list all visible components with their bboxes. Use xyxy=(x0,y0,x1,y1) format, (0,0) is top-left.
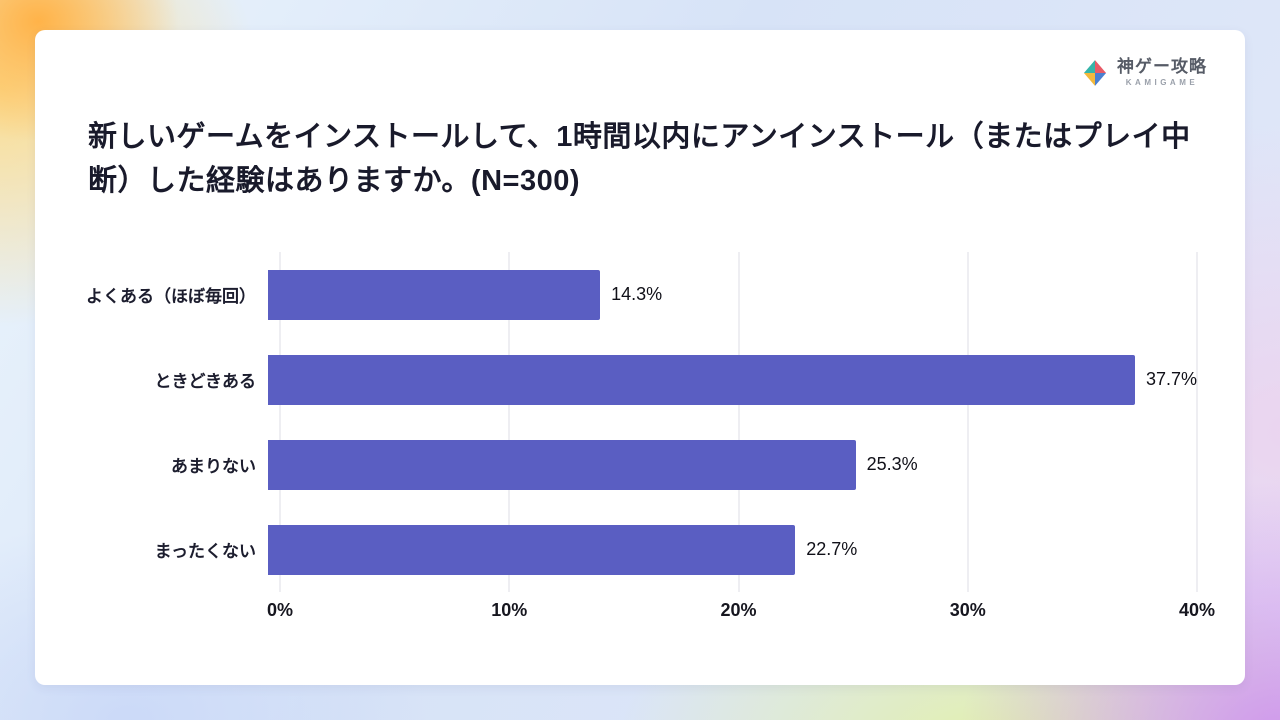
value-label: 25.3% xyxy=(866,454,918,474)
bar xyxy=(268,524,796,575)
category-label: あまりない xyxy=(171,457,256,476)
kamigame-logo-text: 神ゲー攻略 KAMIGAME xyxy=(1117,57,1207,87)
chart: よくある（ほぼ毎回） 14.3% ときどきある 37.7% あまりない 25.3% まったく… xyxy=(85,252,1215,620)
logo-subtitle: KAMIGAME xyxy=(1125,77,1199,87)
bar-track: 14.3% xyxy=(268,269,1197,320)
chart-row: よくある（ほぼ毎回） 14.3% xyxy=(85,269,1197,320)
gridline xyxy=(1196,252,1198,592)
category-label: よくある（ほぼ毎回） xyxy=(86,287,256,306)
chart-row: まったくない 22.7% xyxy=(85,524,1197,575)
gridline xyxy=(508,252,510,592)
bar xyxy=(268,439,856,490)
bar-track: 22.7% xyxy=(268,524,1197,575)
kamigame-logo: 神ゲー攻略 KAMIGAME xyxy=(1081,57,1207,87)
x-axis: 0% 10% 20% 30% 40% xyxy=(267,600,1215,624)
value-label: 14.3% xyxy=(611,284,663,304)
bar xyxy=(268,269,601,320)
bar-track: 37.7% xyxy=(268,354,1197,405)
chart-rows: よくある（ほぼ毎回） 14.3% ときどきある 37.7% あまりない 25.3% まったく… xyxy=(85,252,1197,592)
bar xyxy=(268,354,1135,405)
chart-row: ときどきある 37.7% xyxy=(85,354,1197,405)
x-tick-label: 20% xyxy=(720,600,757,620)
chart-title: 新しいゲームをインストールして、1時間以内にアンインストール（またはプレイ中断）… xyxy=(88,121,1191,197)
kamigame-logo-icon xyxy=(1083,59,1107,86)
value-label: 37.7% xyxy=(1145,369,1197,389)
gridline xyxy=(279,252,281,592)
x-tick-label: 30% xyxy=(949,600,986,620)
x-tick-label: 0% xyxy=(266,600,294,620)
x-tick-label: 10% xyxy=(491,600,528,620)
bar-track: 25.3% xyxy=(268,439,1197,490)
gridline xyxy=(738,252,739,592)
chart-card: 神ゲー攻略 KAMIGAME 新しいゲームをインストールして、1時間以内にアンイ… xyxy=(35,30,1245,685)
value-label: 22.7% xyxy=(806,539,858,559)
gridlines xyxy=(279,252,1198,592)
chart-row: あまりない 25.3% xyxy=(85,439,1197,490)
category-label: まったくない xyxy=(154,542,256,561)
category-label: ときどきある xyxy=(154,372,257,391)
x-tick-label: 40% xyxy=(1178,600,1216,620)
gridline xyxy=(967,252,969,592)
logo-name: 神ゲー攻略 xyxy=(1117,57,1207,76)
